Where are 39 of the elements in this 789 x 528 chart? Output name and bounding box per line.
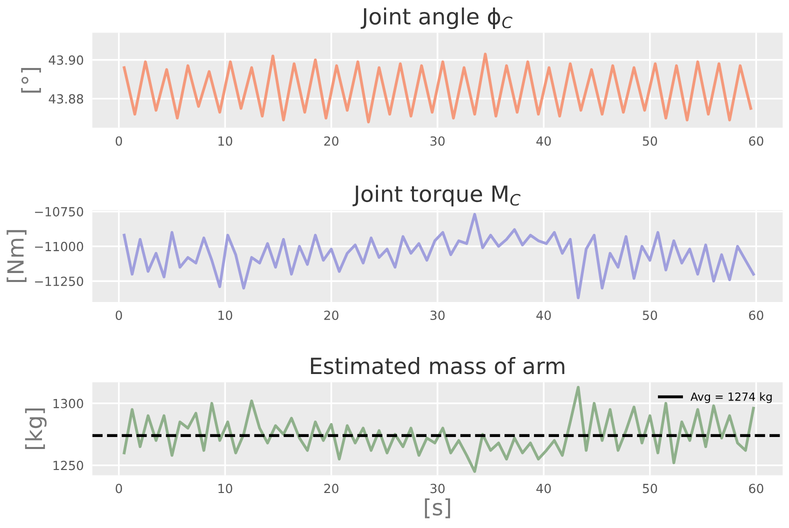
line-series: [122, 212, 755, 300]
x-tick-label: 60: [749, 310, 764, 320]
y-tick-label: 43.88: [48, 94, 84, 104]
x-tick-label: 0: [116, 310, 122, 320]
y-tick-label: −10750: [35, 207, 84, 216]
chart-title: Estimated mass of arm: [311, 357, 564, 374]
legend-label: Avg = 1274 kg: [690, 392, 772, 404]
x-tick-label: 60: [749, 484, 764, 494]
x-tick-label: 10: [218, 136, 232, 146]
y-axis-title: [Nm]: [6, 230, 26, 282]
y-tick-label: 1300: [54, 398, 84, 408]
line-series: [122, 386, 755, 473]
x-tick-label: 0: [116, 484, 122, 494]
y-axis-title: [kg]: [25, 408, 47, 449]
x-tick-label: 20: [324, 484, 338, 494]
x-tick-label: 20: [324, 310, 338, 320]
x-tick-label: 10: [218, 484, 232, 494]
x-tick-label: 40: [536, 310, 551, 320]
x-tick-label: 60: [749, 136, 764, 146]
x-tick-label: 30: [430, 136, 445, 146]
y-tick-label: −11000: [35, 242, 84, 252]
x-tick-label: 50: [642, 484, 658, 494]
y-tick-label: −11250: [35, 276, 84, 286]
x-tick-label: 20: [324, 136, 338, 146]
y-tick-label: 43.90: [48, 55, 84, 65]
line-series: [122, 52, 752, 124]
x-tick-label: 40: [536, 136, 551, 146]
x-tick-label: 50: [642, 136, 658, 146]
x-tick-label: 50: [642, 310, 658, 320]
x-tick-label: 30: [430, 310, 445, 320]
x-tick-label: 30: [430, 484, 445, 494]
chart-title: Joint torque M$_{C}$: [352, 184, 520, 206]
x-tick-label: 40: [536, 484, 551, 494]
x-axis-title: [s]: [424, 498, 450, 518]
x-tick-label: 10: [218, 310, 232, 320]
chart-title: Joint angle ϕ$_{C}$: [360, 8, 512, 30]
y-tick-label: 1250: [54, 460, 84, 470]
x-tick-label: 0: [116, 136, 122, 146]
y-axis-title: [°]: [21, 68, 41, 93]
